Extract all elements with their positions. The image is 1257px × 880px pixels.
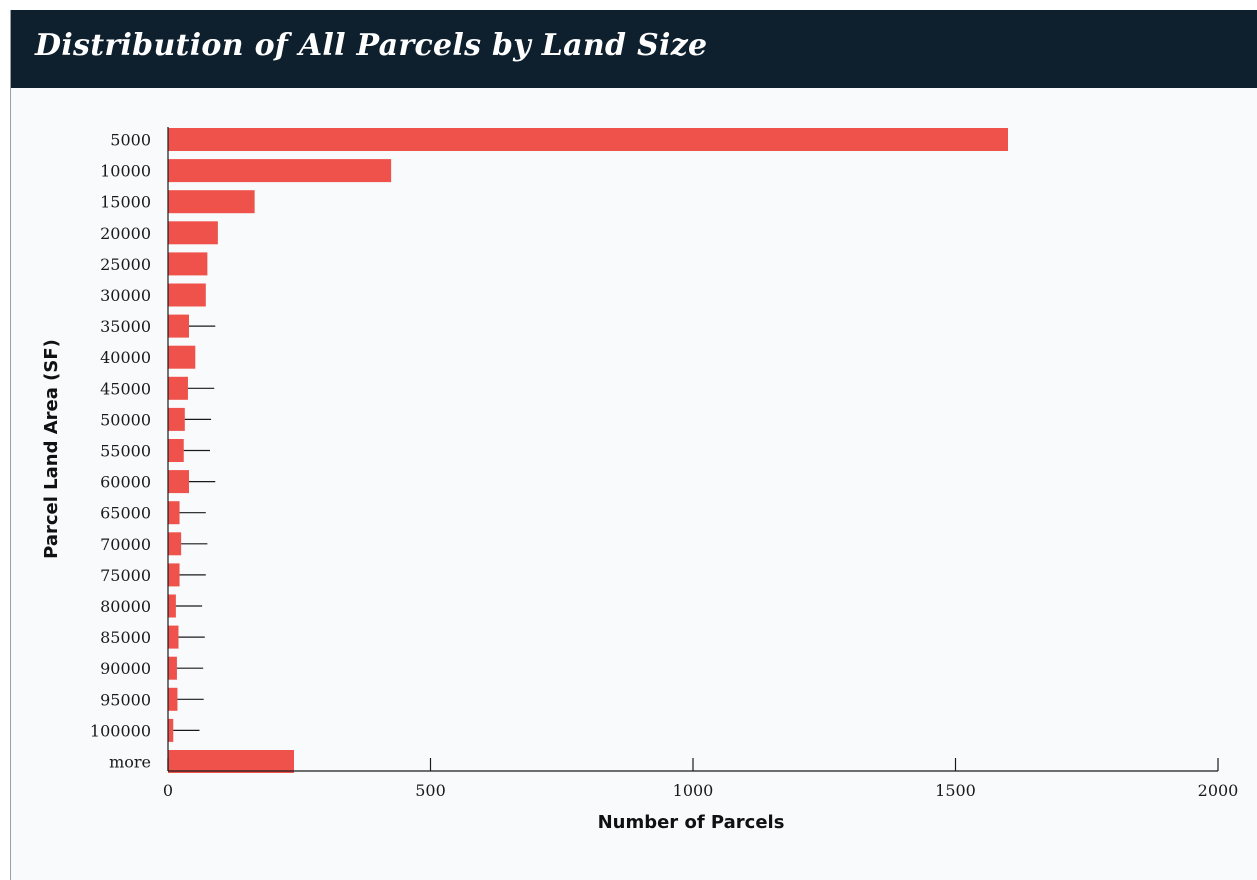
y-tick-label-95000: 95000 [100,690,151,709]
y-tick-label-50000: 50000 [100,410,151,429]
chart-title: Distribution of All Parcels by Land Size [35,28,708,63]
y-tick-label-10000: 10000 [100,162,151,181]
bar-80000 [168,594,176,618]
x-axis-title: Number of Parcels [598,812,785,833]
y-tick-label-75000: 75000 [100,566,151,585]
bar-10000 [168,159,392,183]
bar-15000 [168,190,255,214]
y-tick-label-40000: 40000 [100,348,151,367]
y-tick-label-100000: 100000 [90,721,151,740]
y-tick-label-35000: 35000 [100,317,151,336]
labels-group: 5000100001500020000250003000035000400004… [41,131,1238,834]
bar-40000 [168,345,196,369]
bar-35000 [168,314,189,338]
bar-chart: 5000100001500020000250003000035000400004… [41,127,1238,834]
y-tick-label-30000: 30000 [100,286,151,305]
y-tick-label-15000: 15000 [100,193,151,212]
bar-45000 [168,376,188,400]
y-tick-label-55000: 55000 [100,442,151,461]
y-tick-label-5000: 5000 [110,131,151,150]
chart-header: Distribution of All Parcels by Land Size [11,10,1257,88]
y-tick-label-45000: 45000 [100,379,151,398]
bar-more [168,750,294,773]
bar-25000 [168,252,208,276]
bar-65000 [168,501,180,525]
bar-75000 [168,563,180,587]
y-tick-label-70000: 70000 [100,535,151,554]
x-tick-label-1000: 1000 [673,781,714,800]
y-tick-label-85000: 85000 [100,628,151,647]
bar-100000 [168,718,174,742]
y-axis-title: Parcel Land Area (SF) [41,339,62,559]
bar-85000 [168,625,179,649]
x-tick-label-500: 500 [415,781,446,800]
axes-group [167,127,1219,772]
bars-group [168,128,1008,773]
y-tick-label-25000: 25000 [100,255,151,274]
y-tick-label-60000: 60000 [100,473,151,492]
y-tick-label-90000: 90000 [100,659,151,678]
y-tick-label-80000: 80000 [100,597,151,616]
x-tick-label-2000: 2000 [1198,781,1239,800]
bar-90000 [168,656,177,680]
bar-20000 [168,221,218,245]
chart-card: Distribution of All Parcels by Land Size… [10,10,1257,880]
bar-60000 [168,470,189,494]
bar-30000 [168,283,206,307]
bar-95000 [168,687,178,711]
bar-50000 [168,407,185,431]
y-tick-label-more: more [109,753,151,772]
bar-70000 [168,532,182,556]
y-tick-label-20000: 20000 [100,224,151,243]
error-bars-group [173,325,216,732]
x-tick-label-0: 0 [163,781,173,800]
bar-55000 [168,439,184,462]
bar-5000 [168,128,1008,151]
y-tick-label-65000: 65000 [100,504,151,523]
x-tick-label-1500: 1500 [935,781,976,800]
